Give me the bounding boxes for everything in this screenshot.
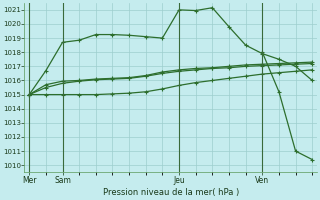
X-axis label: Pression niveau de la mer( hPa ): Pression niveau de la mer( hPa ) [103, 188, 239, 197]
